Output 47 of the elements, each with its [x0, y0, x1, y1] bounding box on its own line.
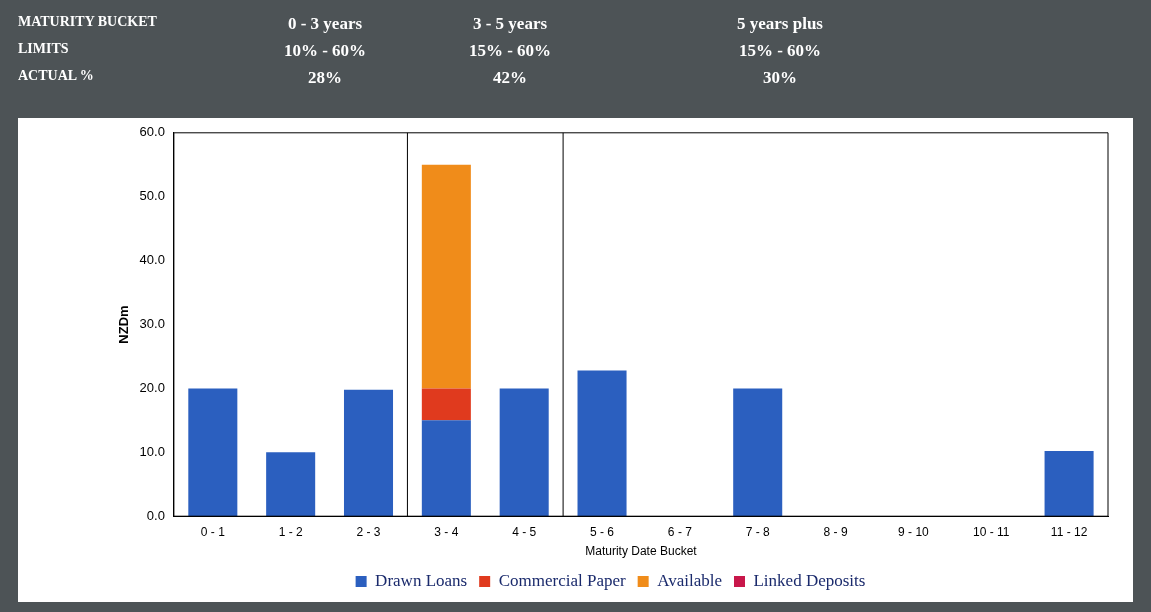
text: 28% — [307, 68, 343, 88]
x-tick-label: 0 - 1 — [200, 524, 226, 539]
x-axis-title: Maturity Date Bucket — [585, 544, 698, 559]
bar — [421, 164, 471, 389]
text: 0 - 3 years — [286, 14, 364, 34]
bar — [188, 388, 238, 517]
text: MATURITY BUCKET — [18, 14, 158, 30]
y-tick-label: 0.0 — [146, 507, 165, 523]
y-tick-label: 30.0 — [139, 316, 165, 332]
bar — [421, 388, 471, 421]
y-tick-label: 60.0 — [139, 124, 165, 140]
legend-label: Available — [657, 570, 722, 590]
bar — [421, 420, 471, 517]
legend-label: Drawn Loans — [375, 570, 468, 590]
x-tick-label: 7 - 8 — [745, 524, 771, 539]
bar — [499, 388, 549, 517]
text: 5 years plus — [736, 14, 824, 34]
bar — [733, 388, 783, 517]
bar — [343, 389, 394, 517]
y-tick-label: 10.0 — [139, 443, 165, 459]
text: 42% — [492, 68, 528, 88]
text: 10% - 60% — [282, 41, 368, 61]
text: 30% — [762, 68, 798, 88]
x-tick-label: 5 - 6 — [590, 524, 615, 539]
bar — [266, 452, 316, 517]
x-tick-label: 11 - 12 — [1050, 524, 1088, 539]
y-tick-label: 40.0 — [139, 252, 165, 268]
text: LIMITS — [18, 41, 70, 57]
x-tick-label: 3 - 4 — [434, 524, 459, 539]
x-tick-label: 4 - 5 — [512, 524, 537, 539]
y-tick-label: 20.0 — [139, 379, 165, 395]
x-tick-label: 6 - 7 — [667, 524, 693, 539]
text: 3 - 5 years — [471, 14, 549, 34]
bar — [577, 370, 627, 517]
text: ACTUAL % — [18, 68, 95, 84]
text: 15% - 60% — [467, 41, 553, 61]
x-tick-label: 2 - 3 — [356, 524, 381, 539]
legend-label: Commercial Paper — [498, 570, 626, 590]
x-tick-label: 9 - 10 — [898, 524, 930, 539]
bar — [1044, 451, 1094, 517]
y-tick-label: 50.0 — [139, 188, 165, 204]
x-tick-label: 8 - 9 — [823, 524, 848, 539]
legend-label: Linked Deposits — [753, 570, 866, 590]
y-axis-title: NZDm — [116, 305, 132, 344]
x-tick-label: 10 - 11 — [973, 524, 1010, 539]
text: 15% - 60% — [737, 41, 823, 61]
x-tick-label: 1 - 2 — [278, 524, 303, 539]
